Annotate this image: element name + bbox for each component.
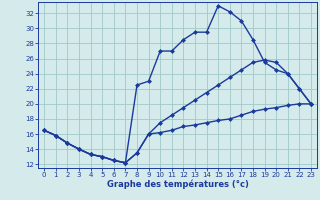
X-axis label: Graphe des températures (°c): Graphe des températures (°c) [107,180,249,189]
